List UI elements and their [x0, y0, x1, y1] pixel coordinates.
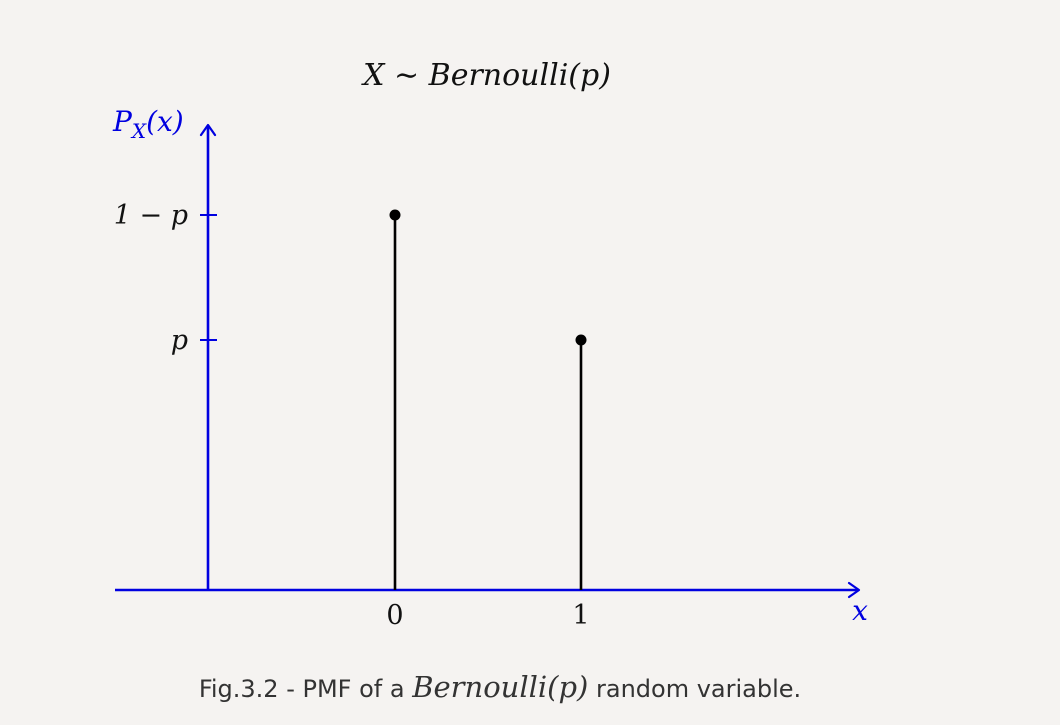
caption-math: Bernoulli(p)	[412, 670, 589, 704]
y-axis-label: PX(x)	[112, 105, 184, 143]
x-axis-label: x	[852, 594, 868, 627]
caption-prefix: Fig.3.2 - PMF of a	[198, 675, 413, 703]
chart-title: X ∼ Bernoulli(p)	[361, 58, 611, 93]
stem-marker	[389, 209, 401, 221]
stem-marker	[575, 334, 587, 346]
y-tick-label: 1 − p	[114, 200, 188, 231]
x-tick-label: 1	[572, 600, 589, 631]
y-tick-label: p	[171, 325, 188, 356]
caption-suffix: random variable.	[588, 675, 802, 703]
y-axis-arrow	[199, 123, 217, 137]
x-tick-label: 0	[386, 600, 403, 631]
x-axis-arrow	[847, 581, 861, 599]
figure-caption: Fig.3.2 - PMF of a Bernoulli(p) random v…	[0, 670, 1000, 704]
